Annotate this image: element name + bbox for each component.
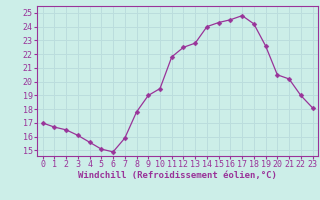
- X-axis label: Windchill (Refroidissement éolien,°C): Windchill (Refroidissement éolien,°C): [78, 171, 277, 180]
